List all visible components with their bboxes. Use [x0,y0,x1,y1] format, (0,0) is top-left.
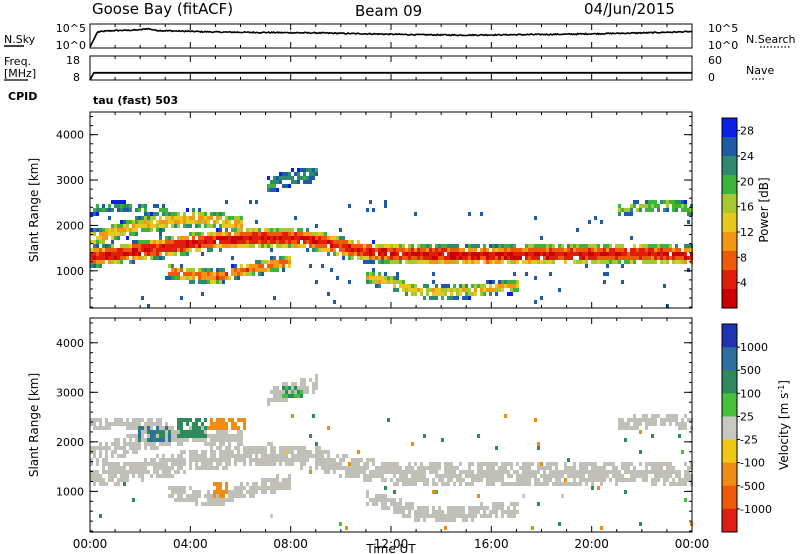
power-ytick-label: 2000 [56,219,84,232]
power-colorbar-cell [722,213,737,233]
station-title: Goose Bay (fitACF) [92,0,234,18]
nave-label: Nave [746,64,775,77]
freq-tick-left-top: 18 [66,54,80,67]
power-ylabel: Slant Range [km] [27,158,41,262]
power-colorbar-label: 20 [740,175,754,188]
noise-tick-left-top: 10^5 [56,22,86,35]
velocity-cells [90,374,693,522]
velocity-ytick-label: 3000 [56,386,84,399]
power-colorbar-frame [721,117,738,309]
freq-label-2: [MHz] [4,67,37,80]
velocity-colorbar-label: -1000 [740,503,772,516]
noise-tick-right-top: 10^5 [708,22,738,35]
power-colorbar-cell [722,194,737,214]
power-colorbar-cell [722,137,737,157]
velocity-ytick-label: 1000 [56,485,84,498]
power-cells [93,216,693,292]
noise-tick-right-bottom: 10^0 [708,39,738,52]
power-colorbar-cell [722,251,737,271]
time-tick-label: 04:00 [173,537,208,551]
time-tick-label: 12:00 [374,537,409,551]
frequency-panel: 18 8 60 0 [4,54,766,84]
power-colorbar-cell [722,156,737,176]
power-colorbar-title: Power [dB] [757,177,771,242]
power-colorbar-cell [722,175,737,195]
velocity-colorbar-cell [722,416,737,441]
velocity-ytick-label: 2000 [56,436,84,449]
power-colorbar-label: 24 [740,150,754,163]
velocity-colorbar-title: Velocity [m s-1] [777,380,792,470]
velocity-colorbar-label: 25 [740,410,754,423]
nave-tick-bottom: 0 [708,71,715,84]
power-ytick-label: 1000 [56,265,84,278]
time-axis-label: Time UT [365,542,416,554]
cpid-value: tau (fast) 503 [93,94,179,107]
power-colorbar-label: 16 [740,201,754,214]
cpid-label: CPID [8,90,38,103]
velocity-colorbar-frame [721,323,738,533]
velocity-colorbar-cell [722,462,737,487]
beam-label: Beam 09 [355,2,423,20]
freq-label-1: Freq. [4,55,32,68]
velocity-colorbar-label: 500 [740,364,761,377]
velocity-colorbar-cell [722,324,737,348]
power-colorbar-label: 28 [740,125,754,138]
velocity-cells [285,450,288,454]
noise-panel: 10^5 10^0 10^5 10^0 [4,22,790,52]
power-colorbar-cell [722,289,737,309]
freq-line [89,71,692,81]
velocity-colorbar-cell [722,485,737,510]
time-tick-label: 08:00 [273,537,308,551]
velocity-colorbar-label: 1000 [740,341,768,354]
time-tick-label: 00:00 [675,537,710,551]
time-tick-label: 00:00 [73,537,108,551]
velocity-colorbar-cell [722,347,737,371]
velocity-cells [138,426,171,442]
power-colorbar-label: 8 [740,251,747,264]
power-cells [93,200,693,296]
power-colorbar-cell [722,232,737,252]
time-tick-label: 20:00 [574,537,609,551]
velocity-colorbar-label: -500 [740,480,765,493]
power-colorbar-cell [722,270,737,290]
power-panel [89,111,693,309]
power-cells [93,236,693,260]
freq-tick-left-bottom: 8 [73,71,80,84]
power-colorbar-label: 12 [740,226,754,239]
velocity-colorbar-label: -100 [740,457,765,470]
noise-tick-left-bottom: 10^0 [56,39,86,52]
velocity-colorbar-label: 100 [740,387,761,400]
nave-tick-top: 60 [708,54,722,67]
velocity-colorbar-label: -25 [740,434,758,447]
power-colorbar-cell [722,118,737,138]
velocity-colorbar-cell [722,439,737,464]
velocity-panel [89,317,693,533]
velocity-colorbar-cell [722,508,737,533]
velocity-ylabel: Slant Range [km] [27,373,41,477]
velocity-ytick-label: 4000 [56,337,84,350]
noise-sky-line [89,27,693,48]
power-colorbar-label: 4 [740,277,747,290]
noise-sky-label: N.Sky [4,33,36,46]
velocity-colorbar-cell [722,370,737,394]
time-tick-label: 16:00 [474,537,509,551]
velocity-colorbar-cell [722,393,737,417]
noise-search-label: N.Search [746,33,796,46]
date-label: 04/Jun/2015 [584,0,675,18]
power-ytick-label: 3000 [56,174,84,187]
power-ytick-label: 4000 [56,129,84,142]
